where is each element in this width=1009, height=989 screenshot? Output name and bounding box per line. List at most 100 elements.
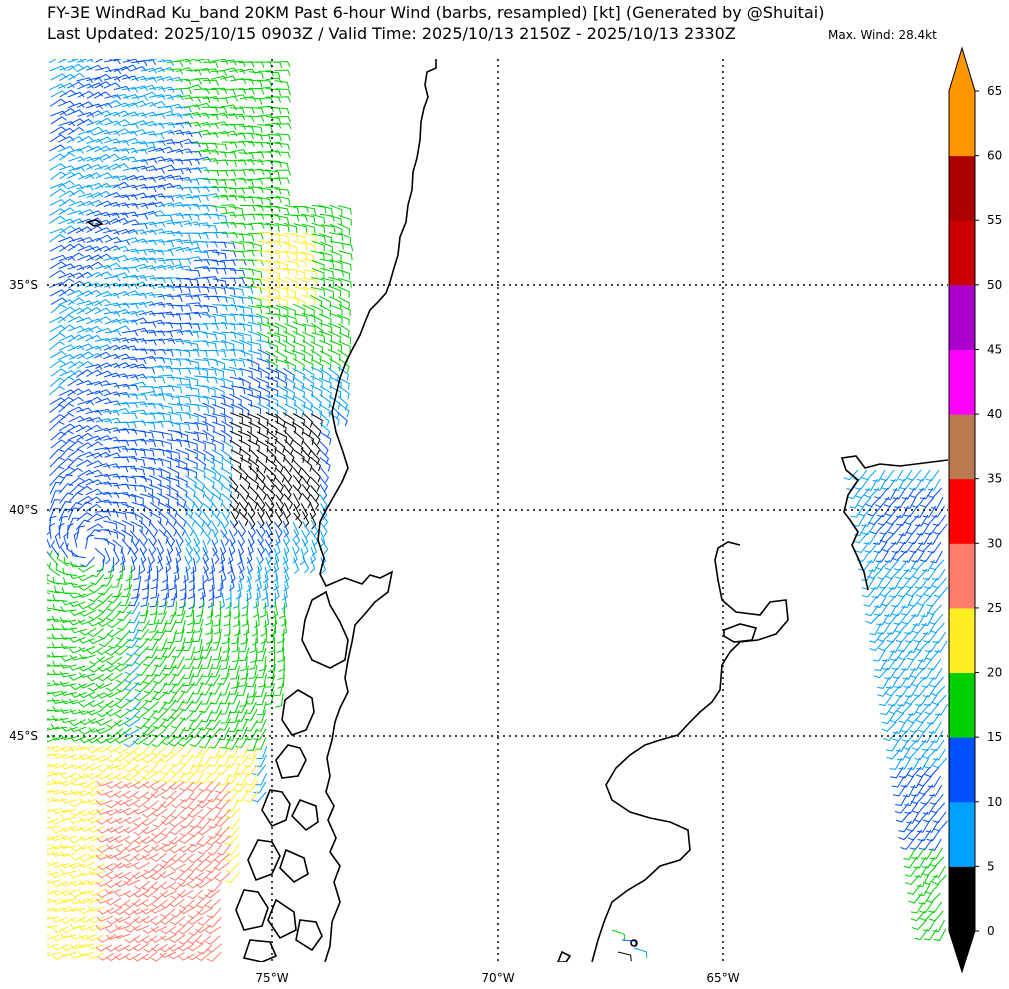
wind-barb [94, 344, 112, 350]
wind-barb [96, 647, 113, 656]
wind-barb [220, 211, 237, 218]
wind-barb [57, 136, 75, 143]
wind-barb [124, 745, 141, 756]
wind-barb [283, 429, 294, 446]
wind-barb [900, 838, 915, 850]
wind-barb [881, 721, 897, 732]
wind-barb [202, 68, 219, 75]
wind-barb [121, 184, 138, 191]
wind-barb [114, 952, 131, 961]
wind-barb [338, 232, 352, 244]
wind-barb [86, 452, 103, 458]
wind-barb [910, 910, 926, 922]
wind-barb [140, 907, 158, 915]
wind-barb [229, 439, 242, 454]
wind-barb [228, 366, 244, 377]
wind-barb [310, 366, 324, 379]
wind-barb [865, 613, 881, 625]
wind-barb [204, 889, 221, 899]
wind-barb [130, 511, 143, 525]
wind-barb [230, 133, 247, 140]
wind-barb [77, 888, 95, 895]
wind-barb [183, 203, 201, 210]
wind-barb [301, 492, 312, 509]
wind-barb [158, 528, 169, 544]
wind-barb [242, 593, 249, 610]
wind-barb [103, 391, 121, 397]
wind-barb [230, 566, 236, 583]
wind-barb [47, 563, 50, 568]
wind-barb [188, 925, 204, 936]
wind-barb [176, 94, 194, 102]
wind-barb [292, 493, 301, 510]
wind-barb [78, 709, 95, 715]
wind-barb [77, 173, 95, 180]
wind-barb [311, 277, 326, 286]
wind-barb [275, 539, 281, 556]
wind-barb [103, 501, 120, 508]
wind-barb [188, 763, 203, 775]
wind-barb [256, 79, 273, 87]
wind-barb [47, 925, 59, 929]
wind-barb [139, 101, 157, 108]
wind-barb [329, 223, 343, 236]
wind-barb [47, 673, 59, 676]
wind-barb [274, 206, 290, 215]
wind-barb [918, 784, 934, 795]
wind-barb [158, 349, 174, 357]
wind-barb [899, 532, 914, 545]
wind-barb [212, 251, 227, 260]
wind-barb [49, 65, 67, 72]
wind-barb [148, 330, 166, 337]
wind-barb [147, 493, 161, 506]
wind-barb [150, 871, 167, 881]
wind-barb [265, 341, 279, 353]
wind-barb [912, 802, 928, 814]
wind-barb [67, 252, 84, 261]
wind-barb [177, 943, 195, 952]
wind-barb [68, 353, 86, 360]
wind-barb [59, 671, 77, 678]
wind-barb [157, 302, 175, 309]
wind-barb [86, 156, 104, 163]
wind-barb [103, 212, 120, 219]
wind-barb [257, 395, 270, 407]
wind-barb [114, 745, 131, 754]
wind-barb [877, 685, 892, 697]
wind-barb [179, 834, 196, 845]
wind-barb [230, 466, 242, 480]
wind-barb [49, 332, 66, 342]
wind-barb [107, 728, 124, 738]
wind-barb [57, 396, 74, 406]
wind-barb [925, 469, 940, 482]
wind-barb [175, 176, 192, 184]
wind-barb [106, 825, 123, 833]
wind-barb [68, 647, 86, 654]
wind-barb [133, 935, 150, 944]
wind-barb [211, 492, 224, 507]
wind-barb [184, 349, 200, 357]
wind-barb [86, 381, 104, 387]
wind-barb [112, 539, 124, 554]
wind-barb [238, 223, 254, 231]
wind-barb [924, 586, 940, 598]
wind-barb [95, 944, 113, 952]
wind-barb [157, 600, 168, 615]
wind-barb [162, 683, 177, 695]
wind-barb [908, 892, 923, 904]
wind-barb [140, 275, 157, 282]
wind-barb [176, 348, 191, 358]
wind-barb [202, 402, 215, 415]
wind-barb [167, 212, 185, 219]
wind-barb [144, 682, 159, 694]
wind-barb [230, 629, 240, 645]
wind-barb [248, 655, 258, 670]
wind-barb [193, 186, 210, 193]
wind-barb [94, 283, 111, 289]
wind-barb [47, 550, 52, 557]
wind-barb [147, 403, 164, 410]
wind-barb [160, 575, 169, 592]
wind-barb [275, 267, 291, 276]
wind-barb [88, 888, 105, 897]
wind-barb [283, 367, 295, 382]
